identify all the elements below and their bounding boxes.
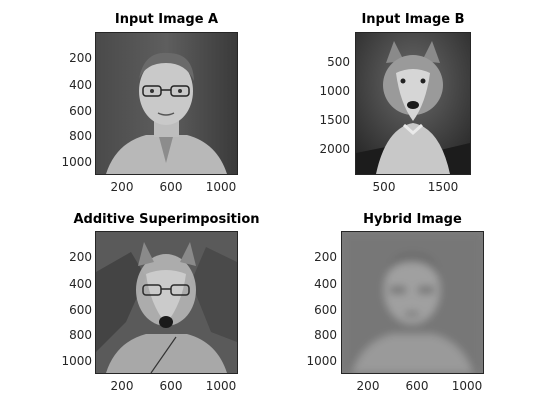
panel-a-xtick: 200 [110, 180, 134, 194]
panel-c-xtick: 1000 [205, 379, 237, 393]
panel-d-ytick: 200 [314, 250, 337, 264]
panel-c-ytick: 1000 [61, 354, 92, 368]
panel-c-xtick: 200 [110, 379, 134, 393]
panel-b-ytick: 500 [327, 55, 350, 69]
hybrid-image [342, 232, 483, 373]
panel-a-axes[interactable] [95, 32, 238, 175]
panel-d-title: Hybrid Image [363, 212, 462, 227]
panel-a-xtick: 1000 [205, 180, 237, 194]
wolf-image [356, 33, 470, 174]
portrait-man-image [96, 33, 237, 174]
panel-d-ytick: 400 [314, 277, 337, 291]
panel-d-ytick: 1000 [306, 354, 337, 368]
superimposed-image [96, 232, 237, 373]
panel-a-ytick: 200 [69, 51, 92, 65]
panel-a-ytick: 800 [69, 129, 92, 143]
panel-a-xtick: 600 [159, 180, 183, 194]
panel-a-ytick: 1000 [61, 155, 92, 169]
panel-a-ytick: 600 [69, 104, 92, 118]
panel-b-xtick: 1500 [427, 180, 459, 194]
panel-b-xtick: 500 [372, 180, 396, 194]
panel-d-xtick: 600 [405, 379, 429, 393]
panel-c-axes[interactable] [95, 231, 238, 374]
panel-c-ytick: 400 [69, 277, 92, 291]
panel-a-ytick: 400 [69, 78, 92, 92]
panel-c-ytick: 600 [69, 303, 92, 317]
panel-c-xtick: 600 [159, 379, 183, 393]
panel-b-ytick: 1500 [319, 113, 350, 127]
panel-c-ytick: 200 [69, 250, 92, 264]
panel-d-ytick: 800 [314, 328, 337, 342]
panel-c-ytick: 800 [69, 328, 92, 342]
panel-b-ytick: 1000 [319, 84, 350, 98]
panel-a-title: Input Image A [114, 12, 219, 27]
panel-d-ytick: 600 [314, 303, 337, 317]
panel-d-xtick: 200 [356, 379, 380, 393]
panel-b-ytick: 2000 [319, 142, 350, 156]
panel-d-axes[interactable] [341, 231, 484, 374]
panel-c-title: Additive Superimposition [73, 212, 260, 227]
panel-b-axes[interactable] [355, 32, 471, 175]
panel-d-xtick: 1000 [451, 379, 483, 393]
panel-b-title: Input Image B [361, 12, 465, 27]
